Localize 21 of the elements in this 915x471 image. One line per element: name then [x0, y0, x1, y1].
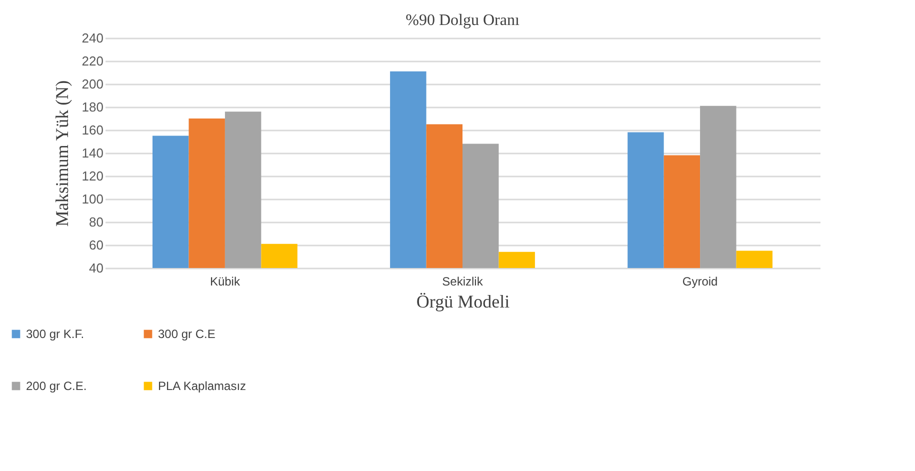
y-tick-label: 200	[82, 76, 104, 92]
y-tick-label: 180	[82, 100, 104, 114]
y-tick-label: 160	[82, 122, 104, 138]
x-axis-title: Örgü Modeli	[416, 292, 510, 312]
y-tick-label: 80	[89, 214, 104, 230]
y-tick-label: 240	[82, 30, 104, 46]
y-tick-label: 120	[82, 168, 104, 184]
legend-label: PLA Kaplamasız	[158, 379, 246, 393]
x-tick-label: Kübik	[210, 274, 241, 288]
y-tick-label: 140	[82, 146, 104, 160]
legend-label: 300 gr C.E	[158, 327, 216, 341]
x-tick-label: Gyroid	[682, 274, 718, 288]
x-tick-label: Sekizlik	[442, 274, 484, 288]
y-tick-label: 100	[82, 192, 104, 206]
y-tick-label: 40	[89, 260, 104, 276]
y-tick-label: 60	[89, 238, 104, 252]
y-axis-title: Maksimum Yük (N)	[52, 80, 72, 227]
y-tick-label: 220	[82, 54, 104, 68]
chart-title: %90 Dolgu Oranı	[406, 12, 520, 29]
legend-label: 200 gr C.E.	[26, 379, 87, 393]
legend-label: 300 gr K.F.	[26, 327, 84, 341]
